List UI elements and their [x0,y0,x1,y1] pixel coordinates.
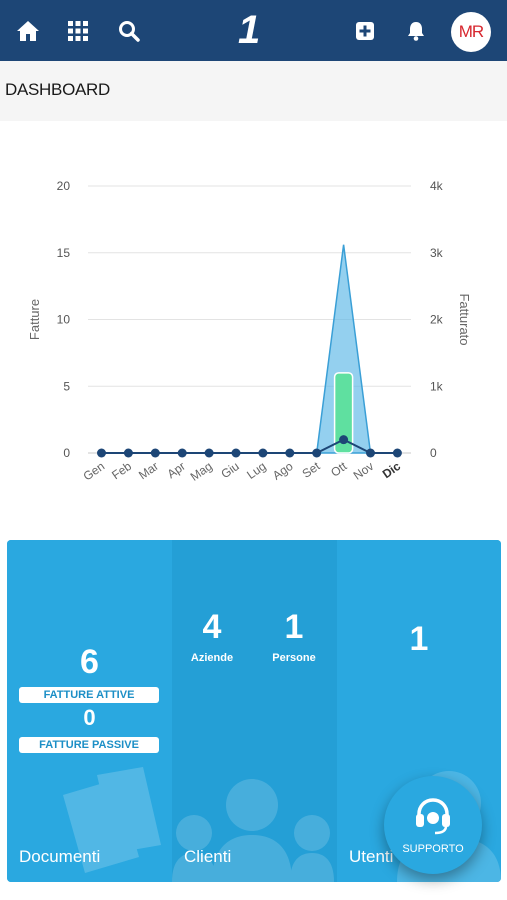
utenti-count: 1 [409,620,429,658]
fatture-point [204,448,214,458]
fatture-point [392,448,402,458]
y2-tick-label: 0 [430,446,437,460]
fatture-point [97,448,106,458]
x-tick-label: Giu [218,459,241,481]
aziende-count: 4 [202,608,222,646]
fatture-point [123,448,133,458]
persone-label: Persone [272,652,316,664]
fatture-point [231,448,241,458]
aziende-label: Aziende [190,652,234,664]
people-icon [172,779,334,882]
fatture-point [285,448,295,458]
fatture-passive-count: 0 [83,705,96,730]
y2-tick-label: 1k [430,379,444,393]
y-tick-label: 0 [63,446,70,460]
x-tick-label: Dic [380,459,404,481]
page-title: DASHBOARD [5,80,110,99]
y2-tick-label: 4k [430,179,444,193]
page-header: DASHBOARD [0,61,507,121]
tile-title-utenti: Utenti [349,847,394,866]
avatar[interactable]: MR [451,12,491,52]
persone-count: 1 [284,608,304,646]
documents-icon [63,767,161,873]
x-tick-label: Ott [328,459,350,480]
y-tick-label: 5 [63,379,70,393]
fatture-point [366,448,375,458]
y-tick-label: 10 [57,313,71,327]
x-tick-label: Mar [136,459,161,482]
y2-tick-label: 3k [430,246,444,260]
x-tick-label: Feb [109,459,134,483]
x-tick-label: Set [300,459,323,481]
fatture-point [312,448,322,458]
tile-title-clienti: Clienti [184,847,232,866]
support-label: SUPPORTO [402,843,464,855]
x-tick-label: Gen [81,459,108,483]
fatture-bar [333,372,354,454]
app-logo[interactable]: 1 [238,8,261,52]
tile-documenti[interactable]: 6 FATTURE ATTIVE 0 FATTURE PASSIVE Docum… [7,540,172,882]
search-icon[interactable] [116,18,142,44]
fatture-point [150,448,160,458]
fatture-attive-label: FATTURE ATTIVE [19,687,159,703]
tile-clienti[interactable]: 4 Aziende 1 Persone Clienti [172,540,337,882]
headset-icon [416,798,450,835]
fatture-passive-label: FATTURE PASSIVE [19,737,159,753]
support-button[interactable]: SUPPORTO [384,776,482,874]
apps-grid-icon[interactable] [65,18,91,44]
x-tick-label: Apr [165,459,188,481]
x-tick-label: Ago [270,459,296,483]
tile-title-documenti: Documenti [19,847,101,866]
y-axis-title: Fatture [27,299,42,340]
fatture-point [177,448,187,458]
add-icon[interactable] [352,18,378,44]
fatture-point [339,435,349,445]
x-tick-label: Lug [244,459,268,482]
y-tick-label: 15 [57,246,71,260]
y2-axis-title: Fatturato [457,293,472,345]
fatture-attive-count: 6 [80,643,99,681]
top-navbar: 1 MR [0,0,507,61]
home-icon[interactable] [15,18,41,44]
x-tick-label: Mag [188,459,215,484]
y2-tick-label: 2k [430,313,444,327]
y-tick-label: 20 [57,179,71,193]
fatture-point [258,448,268,458]
bell-icon[interactable] [403,18,429,44]
x-tick-label: Nov [351,459,377,483]
